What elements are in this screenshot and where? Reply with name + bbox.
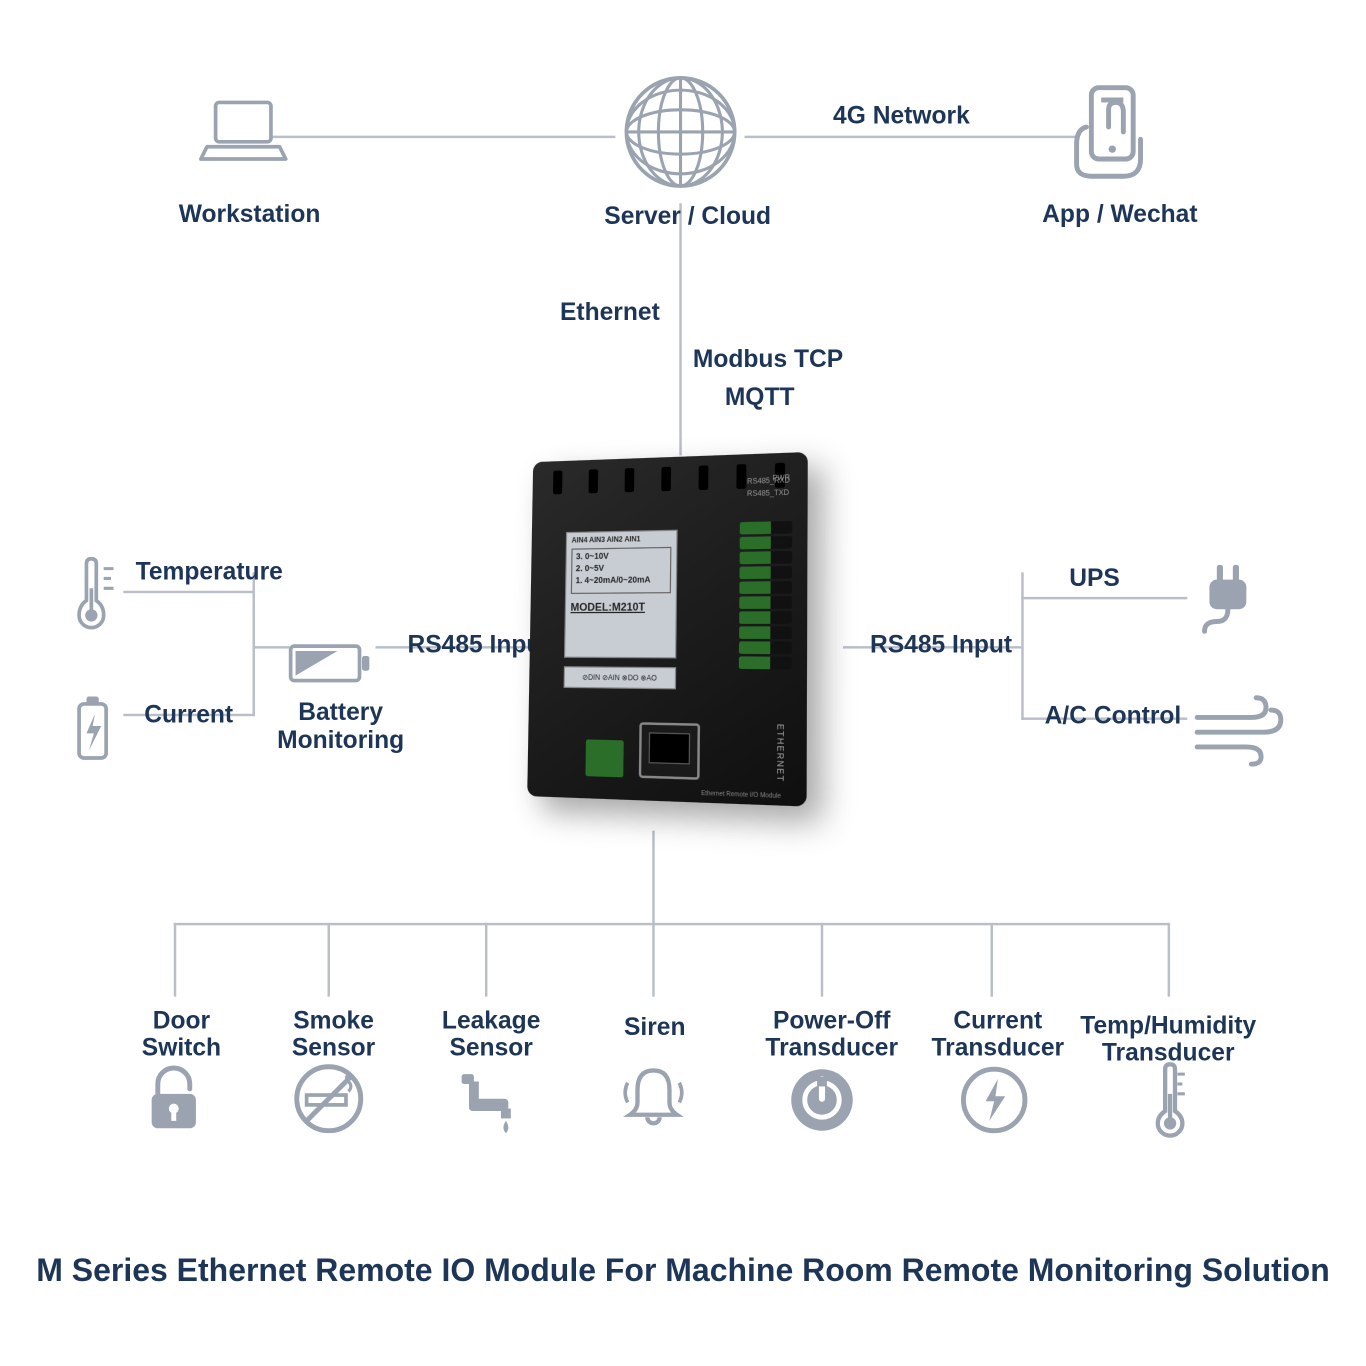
device-led2: RS485_TXD [747,490,790,499]
smoke-sensor-label: Smoke Sensor [292,1008,375,1062]
workstation-label: Workstation [179,201,321,229]
device-module: RS485_RXD RS485_TXD PWR AIN4 AIN3 AIN2 A… [523,455,843,836]
battery-icon [283,634,375,689]
device-sub: Ethernet Remote I/O Module [701,790,781,800]
network-label: 4G Network [833,102,970,130]
power-icon [786,1064,857,1135]
poweroff-label: Power-Off Transducer [765,1008,898,1062]
door-switch-label: Door Switch [142,1008,221,1062]
device-v3: 1. 4~20mA/0~20mA [576,576,667,585]
line [991,923,993,997]
device-model: MODEL:M210T [570,601,670,614]
ethernet-label: Ethernet [560,299,660,327]
device-v2: 2. 0~5V [576,564,667,574]
lock-icon [139,1064,210,1135]
line [123,591,255,593]
device-v1: 3. 0~10V [576,552,667,562]
device-ain: AIN4 AIN3 AIN2 AIN1 [572,536,672,545]
thermometer-icon [62,554,123,634]
battery-monitoring-label: Battery Monitoring [277,699,404,756]
ethernet-port-label: ETHERNET [775,724,784,783]
line [253,572,255,716]
device-pwr: PWR [772,475,790,483]
plug-icon [1187,558,1267,638]
line [821,923,823,997]
globe-icon [619,70,742,193]
diagram-canvas: Workstation Server / Cloud 4G Network Ap… [7,7,1360,1360]
server-label: Server / Cloud [604,203,771,231]
wind-icon [1190,693,1288,767]
rs485-right-label: RS485 Input [870,631,1012,659]
leakage-sensor-label: Leakage Sensor [442,1008,540,1062]
mqtt-label: MQTT [725,384,795,412]
bell-icon [615,1058,691,1134]
app-label: App / Wechat [1042,201,1197,229]
device-terminals [739,521,793,685]
faucet-icon [452,1064,523,1135]
line [679,203,681,455]
device-io-icons: ⊘DIN ⊘AIN ⊗DO ⊗AO [564,666,677,689]
line [328,923,330,997]
line [271,136,615,138]
current-transducer-label: Current Transducer [931,1008,1064,1062]
line [652,831,654,926]
line [174,923,1170,925]
ethernet-port [639,722,700,780]
line [1168,923,1170,997]
temphum-label: Temp/Humidity Transducer [1080,1013,1256,1067]
temperature-label: Temperature [136,559,283,587]
line [652,923,654,997]
laptop-icon [197,93,289,167]
page-title: M Series Ethernet Remote IO Module For M… [7,1251,1360,1289]
line [1021,597,1187,599]
line [485,923,487,997]
device-plate: AIN4 AIN3 AIN2 AIN1 3. 0~10V 2. 0~5V 1. … [564,530,678,659]
siren-label: Siren [624,1014,686,1042]
bolt-circle-icon [959,1064,1030,1135]
modbus-label: Modbus TCP [693,346,843,374]
ups-label: UPS [1069,565,1120,593]
battery-current-icon [62,689,123,769]
thermometer2-icon [1138,1062,1200,1138]
line [745,136,1077,138]
current-label: Current [144,701,233,729]
no-smoking-icon [292,1062,366,1136]
phone-hand-icon [1064,80,1156,185]
line [174,923,176,997]
ac-label: A/C Control [1045,703,1182,731]
line [1021,572,1023,720]
